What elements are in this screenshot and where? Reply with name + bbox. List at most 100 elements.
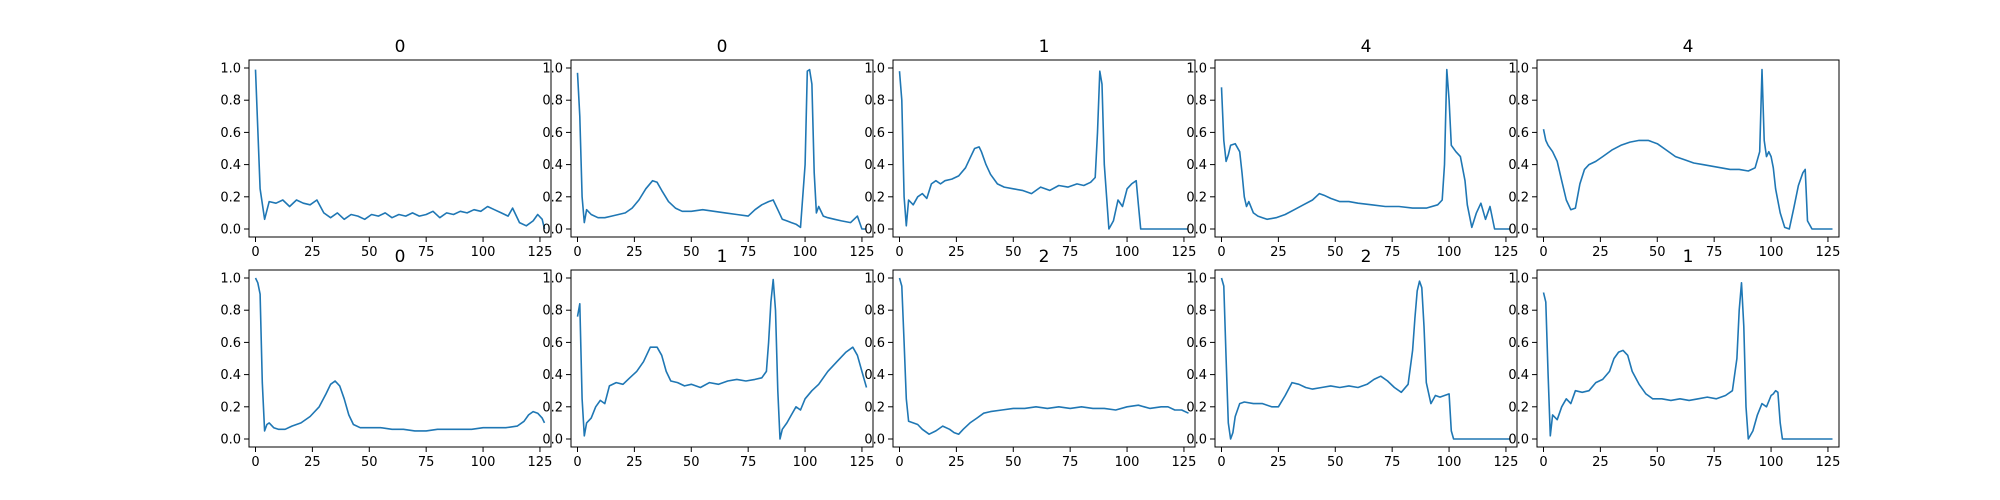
y-tick-label: 1.0 (1186, 62, 1207, 77)
panel-10: 1 0 25 50 75 100 125 0.0 0.2 0.4 0.6 0.8 1.0 (1508, 247, 1840, 470)
panel-title: 0 (395, 247, 406, 267)
y-tick-label: 0.2 (1508, 190, 1529, 205)
panel-6: 0 0 25 50 75 100 125 0.0 0.2 0.4 0.6 0.8 1.0 (220, 247, 552, 470)
x-tick-label: 0 (1539, 245, 1547, 260)
y-tick-label: 0.0 (1508, 433, 1529, 448)
panel-9: 2 0 25 50 75 100 125 0.0 0.2 0.4 0.6 0.8 1.0 (1186, 247, 1518, 470)
y-tick-label: 0.2 (864, 400, 885, 415)
y-tick-label: 0.4 (1508, 158, 1529, 173)
x-tick-label: 100 (1115, 455, 1140, 470)
x-tick-label: 75 (1384, 245, 1401, 260)
panel-title: 0 (395, 37, 406, 57)
axes-frame (1214, 59, 1518, 238)
x-tick-label: 100 (471, 245, 496, 260)
y-tick-label: 0.6 (864, 336, 885, 351)
y-tick-label: 0.2 (220, 190, 241, 205)
y-tick-label: 0.4 (1186, 158, 1207, 173)
y-tick-label: 0.0 (864, 223, 885, 238)
y-tick-label: 0.0 (1186, 223, 1207, 238)
x-tick-label: 100 (793, 245, 818, 260)
x-tick-label: 50 (1005, 245, 1022, 260)
x-tick-label: 125 (1494, 245, 1519, 260)
x-tick-label: 25 (1592, 455, 1609, 470)
x-tick-label: 0 (1217, 245, 1225, 260)
y-tick-label: 0.8 (864, 304, 885, 319)
axes-frame (892, 59, 1196, 238)
x-tick-label: 100 (1437, 245, 1462, 260)
y-tick-label: 0.8 (1508, 304, 1529, 319)
x-tick-label: 25 (948, 455, 965, 470)
axes-frame (248, 269, 552, 448)
x-tick-label: 75 (1384, 455, 1401, 470)
x-tick-label: 50 (1649, 455, 1666, 470)
panel-title: 0 (717, 37, 728, 57)
y-tick-label: 0.4 (1508, 368, 1529, 383)
y-tick-label: 0.0 (220, 433, 241, 448)
y-tick-label: 1.0 (1508, 272, 1529, 287)
x-tick-label: 0 (1539, 455, 1547, 470)
x-tick-label: 50 (683, 455, 700, 470)
y-tick-label: 1.0 (864, 272, 885, 287)
y-tick-label: 0.2 (220, 400, 241, 415)
series-line (1542, 281, 1833, 440)
y-tick-label: 0.0 (1508, 223, 1529, 238)
series-line (254, 69, 546, 230)
x-tick-label: 125 (1172, 245, 1197, 260)
x-tick-label: 100 (1437, 455, 1462, 470)
panel-2: 0 0 25 50 75 100 125 0.0 0.2 0.4 0.6 0.8 1.0 (542, 37, 874, 260)
x-tick-label: 125 (1172, 455, 1197, 470)
x-tick-label: 100 (1115, 245, 1140, 260)
x-tick-label: 75 (1706, 245, 1723, 260)
series-line (1220, 68, 1511, 230)
panel-title: 4 (1361, 37, 1372, 57)
x-tick-label: 100 (1759, 455, 1784, 470)
x-tick-label: 125 (1816, 245, 1841, 260)
x-tick-label: 75 (1062, 245, 1079, 260)
x-tick-label: 125 (850, 455, 875, 470)
y-tick-label: 0.4 (864, 368, 885, 383)
x-tick-label: 50 (1649, 245, 1666, 260)
y-tick-label: 0.8 (542, 304, 563, 319)
x-tick-label: 50 (1005, 455, 1022, 470)
y-tick-label: 0.4 (542, 368, 563, 383)
y-tick-label: 0.4 (220, 158, 241, 173)
x-tick-label: 25 (1270, 245, 1287, 260)
series-line (576, 278, 868, 440)
y-tick-label: 0.0 (542, 223, 563, 238)
y-tick-label: 0.2 (542, 400, 563, 415)
x-tick-label: 125 (1494, 455, 1519, 470)
x-tick-label: 0 (573, 455, 581, 470)
x-tick-label: 50 (1327, 455, 1344, 470)
x-tick-label: 50 (361, 245, 378, 260)
panel-title: 2 (1361, 247, 1372, 267)
y-tick-label: 1.0 (220, 62, 241, 77)
y-tick-label: 0.2 (1186, 400, 1207, 415)
panel-3: 1 0 25 50 75 100 125 0.0 0.2 0.4 0.6 0.8 1.0 (864, 37, 1196, 260)
panel-title: 4 (1683, 37, 1694, 57)
axes-frame (1536, 269, 1840, 448)
x-tick-label: 0 (251, 245, 259, 260)
x-tick-label: 75 (1706, 455, 1723, 470)
x-tick-label: 100 (793, 455, 818, 470)
x-tick-label: 25 (948, 245, 965, 260)
x-tick-label: 25 (1592, 245, 1609, 260)
y-tick-label: 0.6 (1508, 126, 1529, 141)
y-tick-label: 1.0 (542, 62, 563, 77)
y-tick-label: 0.6 (220, 336, 241, 351)
axes-frame (570, 59, 874, 238)
y-tick-label: 0.0 (220, 223, 241, 238)
y-tick-label: 0.6 (220, 126, 241, 141)
axes-frame (1214, 269, 1518, 448)
y-tick-label: 0.8 (1508, 94, 1529, 109)
y-tick-label: 0.4 (220, 368, 241, 383)
x-tick-label: 0 (895, 245, 903, 260)
series-line (1220, 277, 1511, 440)
x-tick-label: 75 (740, 245, 757, 260)
panel-title: 2 (1039, 247, 1050, 267)
x-tick-label: 75 (1062, 455, 1079, 470)
x-tick-label: 75 (740, 455, 757, 470)
x-tick-label: 50 (1327, 245, 1344, 260)
x-tick-label: 0 (251, 455, 259, 470)
